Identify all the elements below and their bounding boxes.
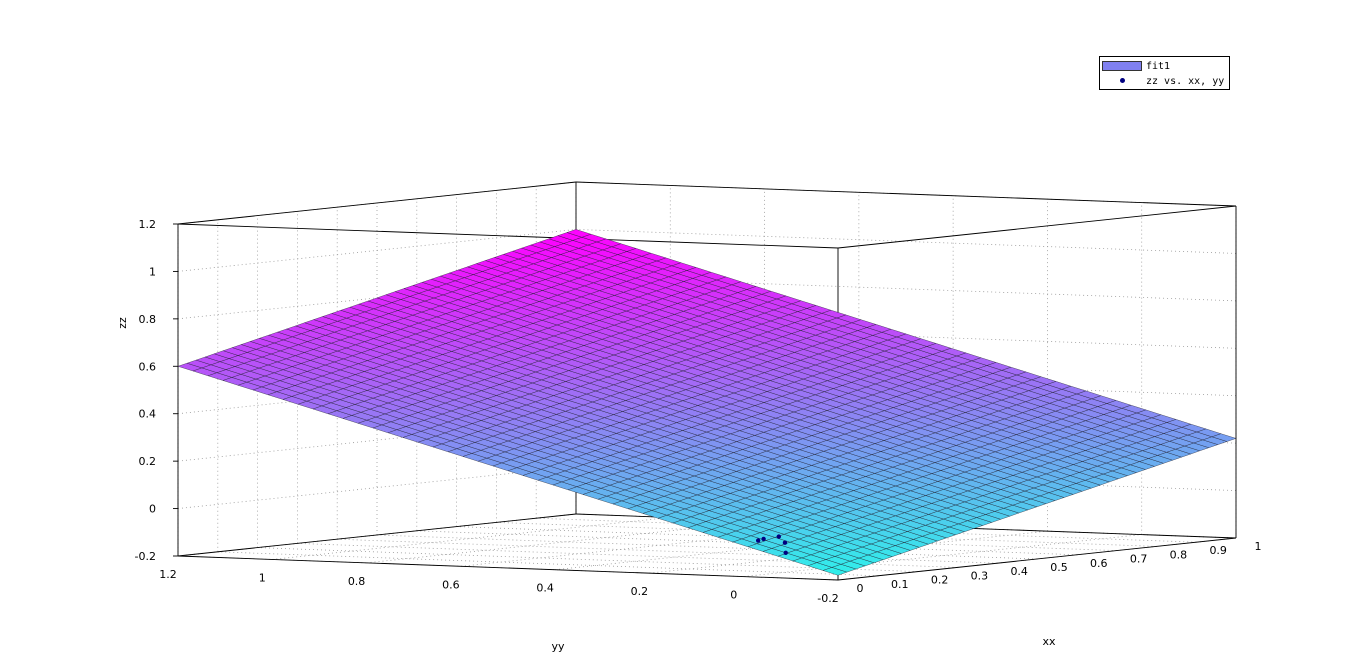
wall-grid-z2 (575, 229, 1237, 254)
z-tick-label: 0 (149, 503, 156, 516)
legend-swatch-fit1 (1102, 61, 1142, 71)
wall-grid-z (177, 229, 577, 272)
y-tick-label: 1 (259, 571, 266, 584)
floor-grid-y (272, 517, 671, 560)
y-axis-label: yy (551, 640, 565, 653)
floor-grid-y (743, 534, 1142, 577)
legend-entry-fit1: fit1 (1102, 59, 1170, 73)
axis-box-edge (837, 537, 1237, 581)
x-tick-label: 1 (1255, 540, 1262, 553)
axis-box-edge (177, 513, 577, 557)
z-tick-label: 0.6 (139, 360, 157, 373)
z-tick-label: 1.2 (139, 218, 157, 231)
y-tick-label: 0.4 (536, 582, 554, 595)
legend: fit1 zz vs. xx, yy (1099, 56, 1230, 90)
legend-label-fit1: fit1 (1146, 60, 1171, 72)
legend-label-scatter: zz vs. xx, yy (1146, 75, 1225, 87)
axis-box-edge (575, 181, 1237, 207)
scatter-point (761, 536, 766, 542)
surface-patch (1211, 433, 1237, 442)
axis-box-edge (177, 223, 839, 249)
scatter-point (783, 550, 788, 556)
y-tick-label: -0.2 (817, 592, 838, 605)
scatter-point (776, 534, 781, 539)
z-tick-label: 0.2 (139, 455, 157, 468)
axis-box-edge (177, 555, 839, 581)
axis-box-edge (837, 205, 1237, 249)
x-tick-label: 0.8 (1170, 548, 1188, 561)
wall-grid-z (177, 418, 577, 462)
floor-grid-y (366, 520, 765, 564)
x-tick-label: 0.3 (971, 569, 989, 582)
z-tick-label: 0.4 (139, 408, 157, 421)
legend-entry-scatter: zz vs. xx, yy (1102, 74, 1224, 88)
axis-box-edge (177, 181, 577, 225)
y-tick-label: 0.8 (348, 575, 366, 588)
z-tick-label: -0.2 (135, 550, 156, 563)
x-tick-label: 0.1 (891, 578, 909, 591)
y-tick-label: 1.2 (159, 568, 177, 581)
x-tick-label: 0.9 (1209, 544, 1227, 557)
x-tick-label: 0.5 (1050, 561, 1068, 574)
y-tick-label: 0.2 (631, 585, 649, 598)
x-tick-label: 0.6 (1090, 557, 1108, 570)
surface-fit1 (177, 229, 1237, 576)
z-tick-label: 0.8 (139, 313, 157, 326)
x-axis-label: xx (1042, 635, 1056, 648)
z-tick-label: 1 (149, 265, 156, 278)
x-tick-label: 0 (857, 582, 864, 595)
scatter-point (755, 538, 761, 543)
z-axis-label: zz (116, 317, 129, 329)
wall-grid-z (177, 466, 577, 509)
x-tick-label: 0.2 (931, 574, 949, 587)
x-tick-label: 0.4 (1010, 565, 1028, 578)
legend-marker-scatter (1120, 78, 1125, 83)
floor-grid-y (460, 523, 859, 567)
y-tick-label: 0.6 (442, 578, 460, 591)
x-tick-label: 0.7 (1130, 553, 1148, 566)
y-tick-label: 0 (730, 589, 737, 602)
scatter-point (782, 540, 788, 545)
